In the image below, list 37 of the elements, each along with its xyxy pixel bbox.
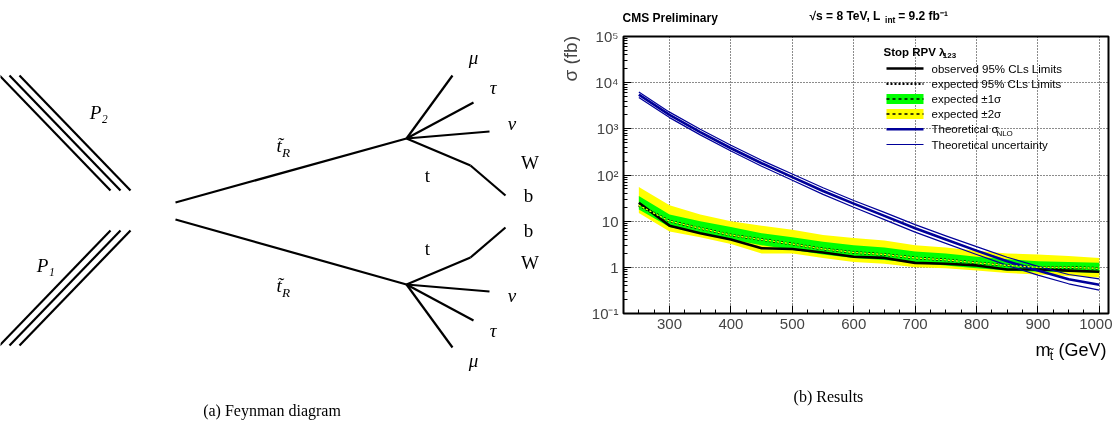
text: P₂ — [88, 102, 109, 123]
text: P₁ — [35, 255, 55, 276]
y-tick-label: 10 — [601, 212, 619, 230]
text: τ — [489, 320, 498, 341]
text: τ — [489, 77, 498, 98]
text: μ — [467, 47, 479, 68]
y-tick-label: 10⁴ — [595, 74, 619, 92]
legend-label: observed 95% CLs Limits — [931, 62, 1063, 75]
chart-title: CMS Preliminary — [622, 10, 719, 25]
legend-label: Theoretical uncertainty — [931, 138, 1049, 151]
y-tick-label: 1 — [610, 258, 619, 276]
text: ν — [507, 285, 517, 306]
text: ν — [507, 113, 517, 134]
x-tick-label: 700 — [902, 314, 928, 332]
y-tick-label: 10⁻¹ — [591, 305, 619, 322]
legend-label: expected ±2σ — [931, 108, 1002, 121]
y-tick-label: 10² — [596, 166, 619, 184]
x-tick-label: 400 — [718, 314, 744, 332]
legend-label: expected 95% CLs Limits — [931, 77, 1062, 90]
text: b — [523, 220, 534, 241]
legend-label: expected ±1σ — [931, 92, 1002, 105]
x-tick-label: 600 — [841, 314, 867, 332]
y-tick-label: 10⁵ — [595, 28, 619, 45]
text: t — [424, 165, 431, 186]
text: (b) Results — [793, 388, 864, 406]
x-tick-label: 300 — [657, 314, 683, 332]
x-tick-label: 900 — [1025, 314, 1051, 332]
text: μ — [467, 350, 479, 371]
text: b — [523, 185, 534, 206]
text: t — [424, 238, 431, 259]
text: W — [521, 252, 540, 273]
x-tick-label: 800 — [963, 314, 990, 332]
text: W — [521, 152, 540, 173]
x-tick-label: 500 — [779, 314, 805, 332]
y-tick-label: 10³ — [596, 120, 619, 138]
x-tick-label: 1000 — [1079, 314, 1112, 332]
text: (a) Feynman diagram — [203, 402, 342, 420]
